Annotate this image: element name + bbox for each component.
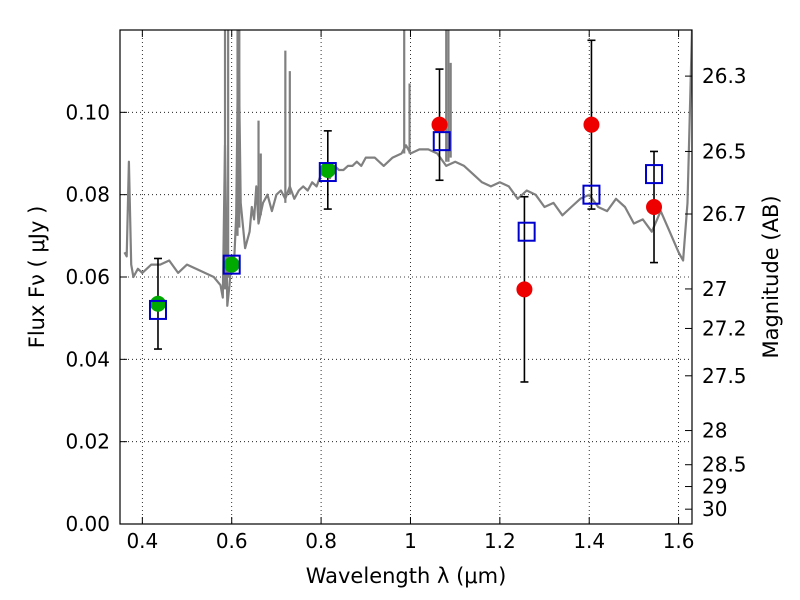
- model-square: [148, 299, 167, 320]
- x-tick-label: 0.6: [216, 529, 248, 553]
- y-tick-label: 0.00: [65, 512, 110, 536]
- x-tick-label: 1.2: [484, 529, 516, 553]
- y-tick-label: 0.02: [65, 430, 110, 454]
- right-tick-label: 26.3: [702, 64, 747, 88]
- y-axis-label: Flux Fν ( μJy ): [25, 206, 49, 349]
- model-square: [517, 221, 536, 242]
- right-tick-label: 26.7: [702, 202, 747, 226]
- model-square: [318, 162, 337, 183]
- right-axis-label: Magnitude (AB): [759, 195, 783, 358]
- plot-background: [120, 30, 692, 524]
- flux-point: [431, 116, 448, 133]
- model-square: [645, 164, 664, 185]
- right-tick-label: 29: [702, 475, 727, 499]
- model-square: [582, 184, 601, 205]
- right-tick-label: 28.5: [702, 453, 747, 477]
- right-tick-label: 26.5: [702, 139, 747, 163]
- flux-point: [646, 199, 663, 216]
- model-square: [432, 131, 451, 152]
- flux-point: [223, 256, 240, 273]
- flux-point: [149, 295, 166, 312]
- x-axis-label: Wavelength λ (μm): [306, 564, 507, 588]
- right-tick-label: 30: [702, 497, 727, 521]
- x-tick-label: 0.8: [305, 529, 337, 553]
- flux-point: [319, 161, 336, 178]
- y-tick-label: 0.10: [65, 100, 110, 124]
- right-tick-label: 27.5: [702, 364, 747, 388]
- axes: 0.4 0.6 0.8 1 1.2 1.4 1.6 0.00 0.02 0.04 0.06 0.08 0…: [65, 30, 747, 553]
- flux-point: [583, 116, 600, 133]
- model-square: [222, 254, 241, 275]
- plot-area: [123, 30, 692, 383]
- right-tick-label: 27: [702, 277, 727, 301]
- right-tick-label: 27.2: [702, 316, 747, 340]
- x-tick-label: 1.4: [573, 529, 605, 553]
- x-tick-label: 1.6: [663, 529, 695, 553]
- flux-point: [516, 281, 533, 298]
- x-tick-label: 1: [404, 529, 417, 553]
- x-tick-label: 0.4: [126, 529, 158, 553]
- y-tick-label: 0.06: [65, 265, 110, 289]
- y-tick-label: 0.08: [65, 183, 110, 207]
- right-tick-label: 28: [702, 419, 727, 443]
- y-tick-label: 0.04: [65, 347, 110, 371]
